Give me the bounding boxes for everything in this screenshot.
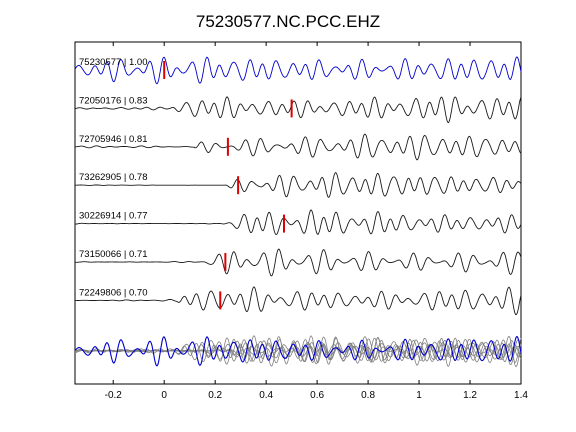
chart-title: 75230577.NC.PCC.EHZ bbox=[196, 12, 380, 31]
trace-label-1: 75230577 | 1.00 bbox=[79, 57, 148, 68]
trace-label-2: 72050176 | 0.83 bbox=[79, 95, 148, 106]
trace-line-1 bbox=[74, 56, 522, 85]
x-tick-label: 1 bbox=[416, 390, 422, 401]
axes-frame bbox=[74, 41, 522, 385]
trace-line-3 bbox=[74, 133, 522, 161]
trace-line-4 bbox=[74, 172, 522, 198]
trace-label-3: 72705946 | 0.81 bbox=[79, 134, 148, 145]
trace-label-7: 72249806 | 0.70 bbox=[79, 287, 148, 298]
picks-layer bbox=[163, 61, 293, 310]
trace-line-5 bbox=[75, 209, 522, 235]
labels-layer: 75230577 | 1.00 72050176 | 0.83 72705946 |… bbox=[79, 57, 148, 298]
x-tick-label: 1.4 bbox=[514, 390, 528, 401]
x-tick-label: 0.8 bbox=[361, 390, 375, 401]
x-tick-label: 0.4 bbox=[259, 390, 273, 401]
traces-layer bbox=[74, 56, 522, 368]
trace-line-7 bbox=[75, 286, 522, 316]
trace-line-6 bbox=[74, 248, 522, 277]
x-tick-label: 0 bbox=[161, 390, 167, 401]
stack-line-3 bbox=[74, 336, 522, 366]
trace-label-6: 73150066 | 0.71 bbox=[79, 249, 148, 260]
x-tick-label: 0.6 bbox=[310, 390, 324, 401]
x-tick-label: 0.2 bbox=[208, 390, 222, 401]
x-axis-ticks: -0.2 0 0.2 0.4 0.6 0.8 1 1.2 1.4 bbox=[105, 42, 528, 401]
trace-label-5: 30226914 | 0.77 bbox=[79, 211, 148, 222]
x-tick-label: -0.2 bbox=[105, 390, 123, 401]
trace-label-4: 73262905 | 0.78 bbox=[79, 172, 148, 183]
x-tick-label: 1.2 bbox=[463, 390, 477, 401]
stack-line-1 bbox=[74, 336, 522, 367]
trace-line-2 bbox=[74, 96, 522, 124]
